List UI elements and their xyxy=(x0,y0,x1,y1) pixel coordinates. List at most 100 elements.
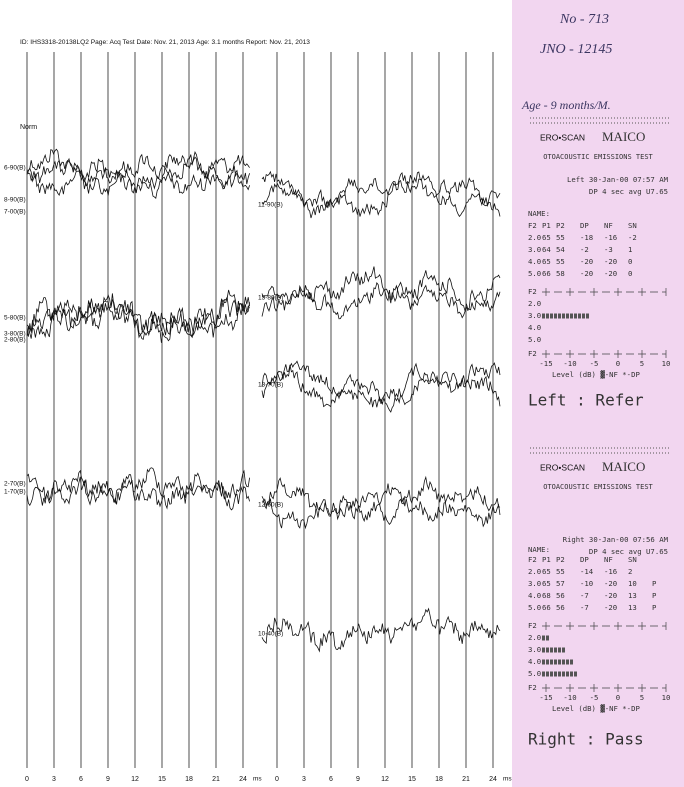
table-header: P1 xyxy=(542,221,551,230)
trace-label: 1-70(B) xyxy=(4,489,26,496)
table-cell: -20 xyxy=(604,603,617,612)
trace-label: 7-00(B) xyxy=(4,209,26,216)
chart-bar-block xyxy=(570,672,573,677)
table-cell: 65 xyxy=(542,257,551,266)
chart-bar-block xyxy=(542,672,545,677)
table-header: SN xyxy=(628,221,637,230)
table-cell: 54 xyxy=(556,245,565,254)
table-cell: 65 xyxy=(542,579,551,588)
brand: ERO•SCAN xyxy=(540,132,585,142)
chart-bar-block xyxy=(546,660,549,665)
page: { "header": {"text": "ID: IHS3318-20138L… xyxy=(0,0,684,787)
chart-bar-block xyxy=(558,648,561,653)
chart-bar-block xyxy=(586,314,589,319)
table-cell: 2.0 xyxy=(528,567,541,576)
table-header: F2 xyxy=(528,555,537,564)
chart-bar-block xyxy=(550,648,553,653)
chart-bar-block xyxy=(550,672,553,677)
chart-bar-block xyxy=(570,314,573,319)
chart-axis-label: F2 xyxy=(528,349,537,358)
x-axis-label: 6 xyxy=(329,776,333,783)
chart-bar-block xyxy=(562,314,565,319)
trace-label: 11-90(B) xyxy=(258,202,283,209)
chart-row-label: 3.0 xyxy=(528,311,541,320)
chart-row-label: 5.0 xyxy=(528,335,541,344)
x-axis-label: 12 xyxy=(131,776,139,783)
trace-label: 8-90(B) xyxy=(4,197,26,204)
handwritten-note: No - 713 xyxy=(559,12,609,27)
chart-bar-block xyxy=(546,648,549,653)
table-cell: 64 xyxy=(542,245,551,254)
table-cell: -16 xyxy=(604,233,617,242)
waveform-trace xyxy=(262,364,500,407)
table-cell: P xyxy=(652,603,657,612)
chart-bar-block xyxy=(582,314,585,319)
chart-bar-block xyxy=(554,660,557,665)
chart-bar-block xyxy=(562,672,565,677)
chart-bar-block xyxy=(558,660,561,665)
x-axis-label: 24 xyxy=(239,776,247,783)
waveform-trace xyxy=(262,267,500,318)
table-header: SN xyxy=(628,555,637,564)
ear-line: Right 30-Jan-00 07:56 AM xyxy=(563,535,669,544)
trace-label: 12-60(B) xyxy=(258,502,283,509)
table-cell: -14 xyxy=(580,567,594,576)
trace-label: 6-90(B) xyxy=(4,165,26,172)
chart-bar-block xyxy=(550,314,553,319)
table-cell: 55 xyxy=(556,233,565,242)
chart-bar-block xyxy=(550,660,553,665)
table-cell: 10 xyxy=(628,579,637,588)
trace-label: 10-40(B) xyxy=(258,631,283,638)
table-header: P1 xyxy=(542,555,551,564)
chart-bar-block xyxy=(542,314,545,319)
trace-label: 5-80(B) xyxy=(4,315,26,322)
chart-axis-label: F2 xyxy=(528,683,537,692)
table-cell: 1 xyxy=(628,245,632,254)
maker: MAICO xyxy=(602,129,645,144)
chart-row-label: 3.0 xyxy=(528,645,541,654)
test-title: OTOACOUSTIC EMISSIONS TEST xyxy=(543,483,653,491)
trace-label: 15-80(B) xyxy=(258,295,283,302)
table-cell: -20 xyxy=(604,257,617,266)
x-axis-label: 12 xyxy=(381,776,389,783)
x-axis-unit: ms xyxy=(503,776,512,783)
table-cell: -18 xyxy=(580,233,593,242)
trace-label: 13-70(B) xyxy=(258,382,283,389)
chart-scale-label: -10 xyxy=(563,693,576,702)
chart-bar-block xyxy=(566,314,569,319)
table-cell: -3 xyxy=(604,245,613,254)
trace-label: 2-70(B) xyxy=(4,481,26,488)
table-cell: 57 xyxy=(556,579,565,588)
table-header: F2 xyxy=(528,221,537,230)
chart-bar-block xyxy=(566,672,569,677)
table-cell: 5.0 xyxy=(528,269,541,278)
chart-bar-block xyxy=(574,672,577,677)
name-label: NAME: xyxy=(528,545,550,554)
table-cell: 55 xyxy=(556,567,565,576)
test-result: Right : Pass xyxy=(528,730,644,749)
table-cell: 65 xyxy=(542,233,551,242)
table-cell: 65 xyxy=(542,567,551,576)
table-cell: 0 xyxy=(628,269,632,278)
table-cell: 4.0 xyxy=(528,257,541,266)
chart-bar-block xyxy=(558,314,561,319)
chart-bar-block xyxy=(554,672,557,677)
chart-bar-block xyxy=(542,660,545,665)
chart-bar-block xyxy=(546,314,549,319)
table-cell: P xyxy=(652,591,657,600)
name-label: NAME: xyxy=(528,209,550,218)
chart-axis-label: F2 xyxy=(528,621,537,630)
chart-legend: Level (dB) ▓-NF *-DP xyxy=(552,704,640,713)
table-cell: 66 xyxy=(542,603,551,612)
brand: ERO•SCAN xyxy=(540,462,585,472)
table-cell: 3.0 xyxy=(528,579,541,588)
table-header: P2 xyxy=(556,555,565,564)
waveform-trace xyxy=(262,609,500,651)
chart-bar-block xyxy=(562,648,565,653)
chart-bar-block xyxy=(558,672,561,677)
chart-bar-block xyxy=(562,660,565,665)
x-axis-label: 21 xyxy=(462,776,470,783)
chart-scale-label: 0 xyxy=(616,359,620,368)
chart-bar-block xyxy=(570,660,573,665)
chart-bar-block xyxy=(546,636,549,641)
